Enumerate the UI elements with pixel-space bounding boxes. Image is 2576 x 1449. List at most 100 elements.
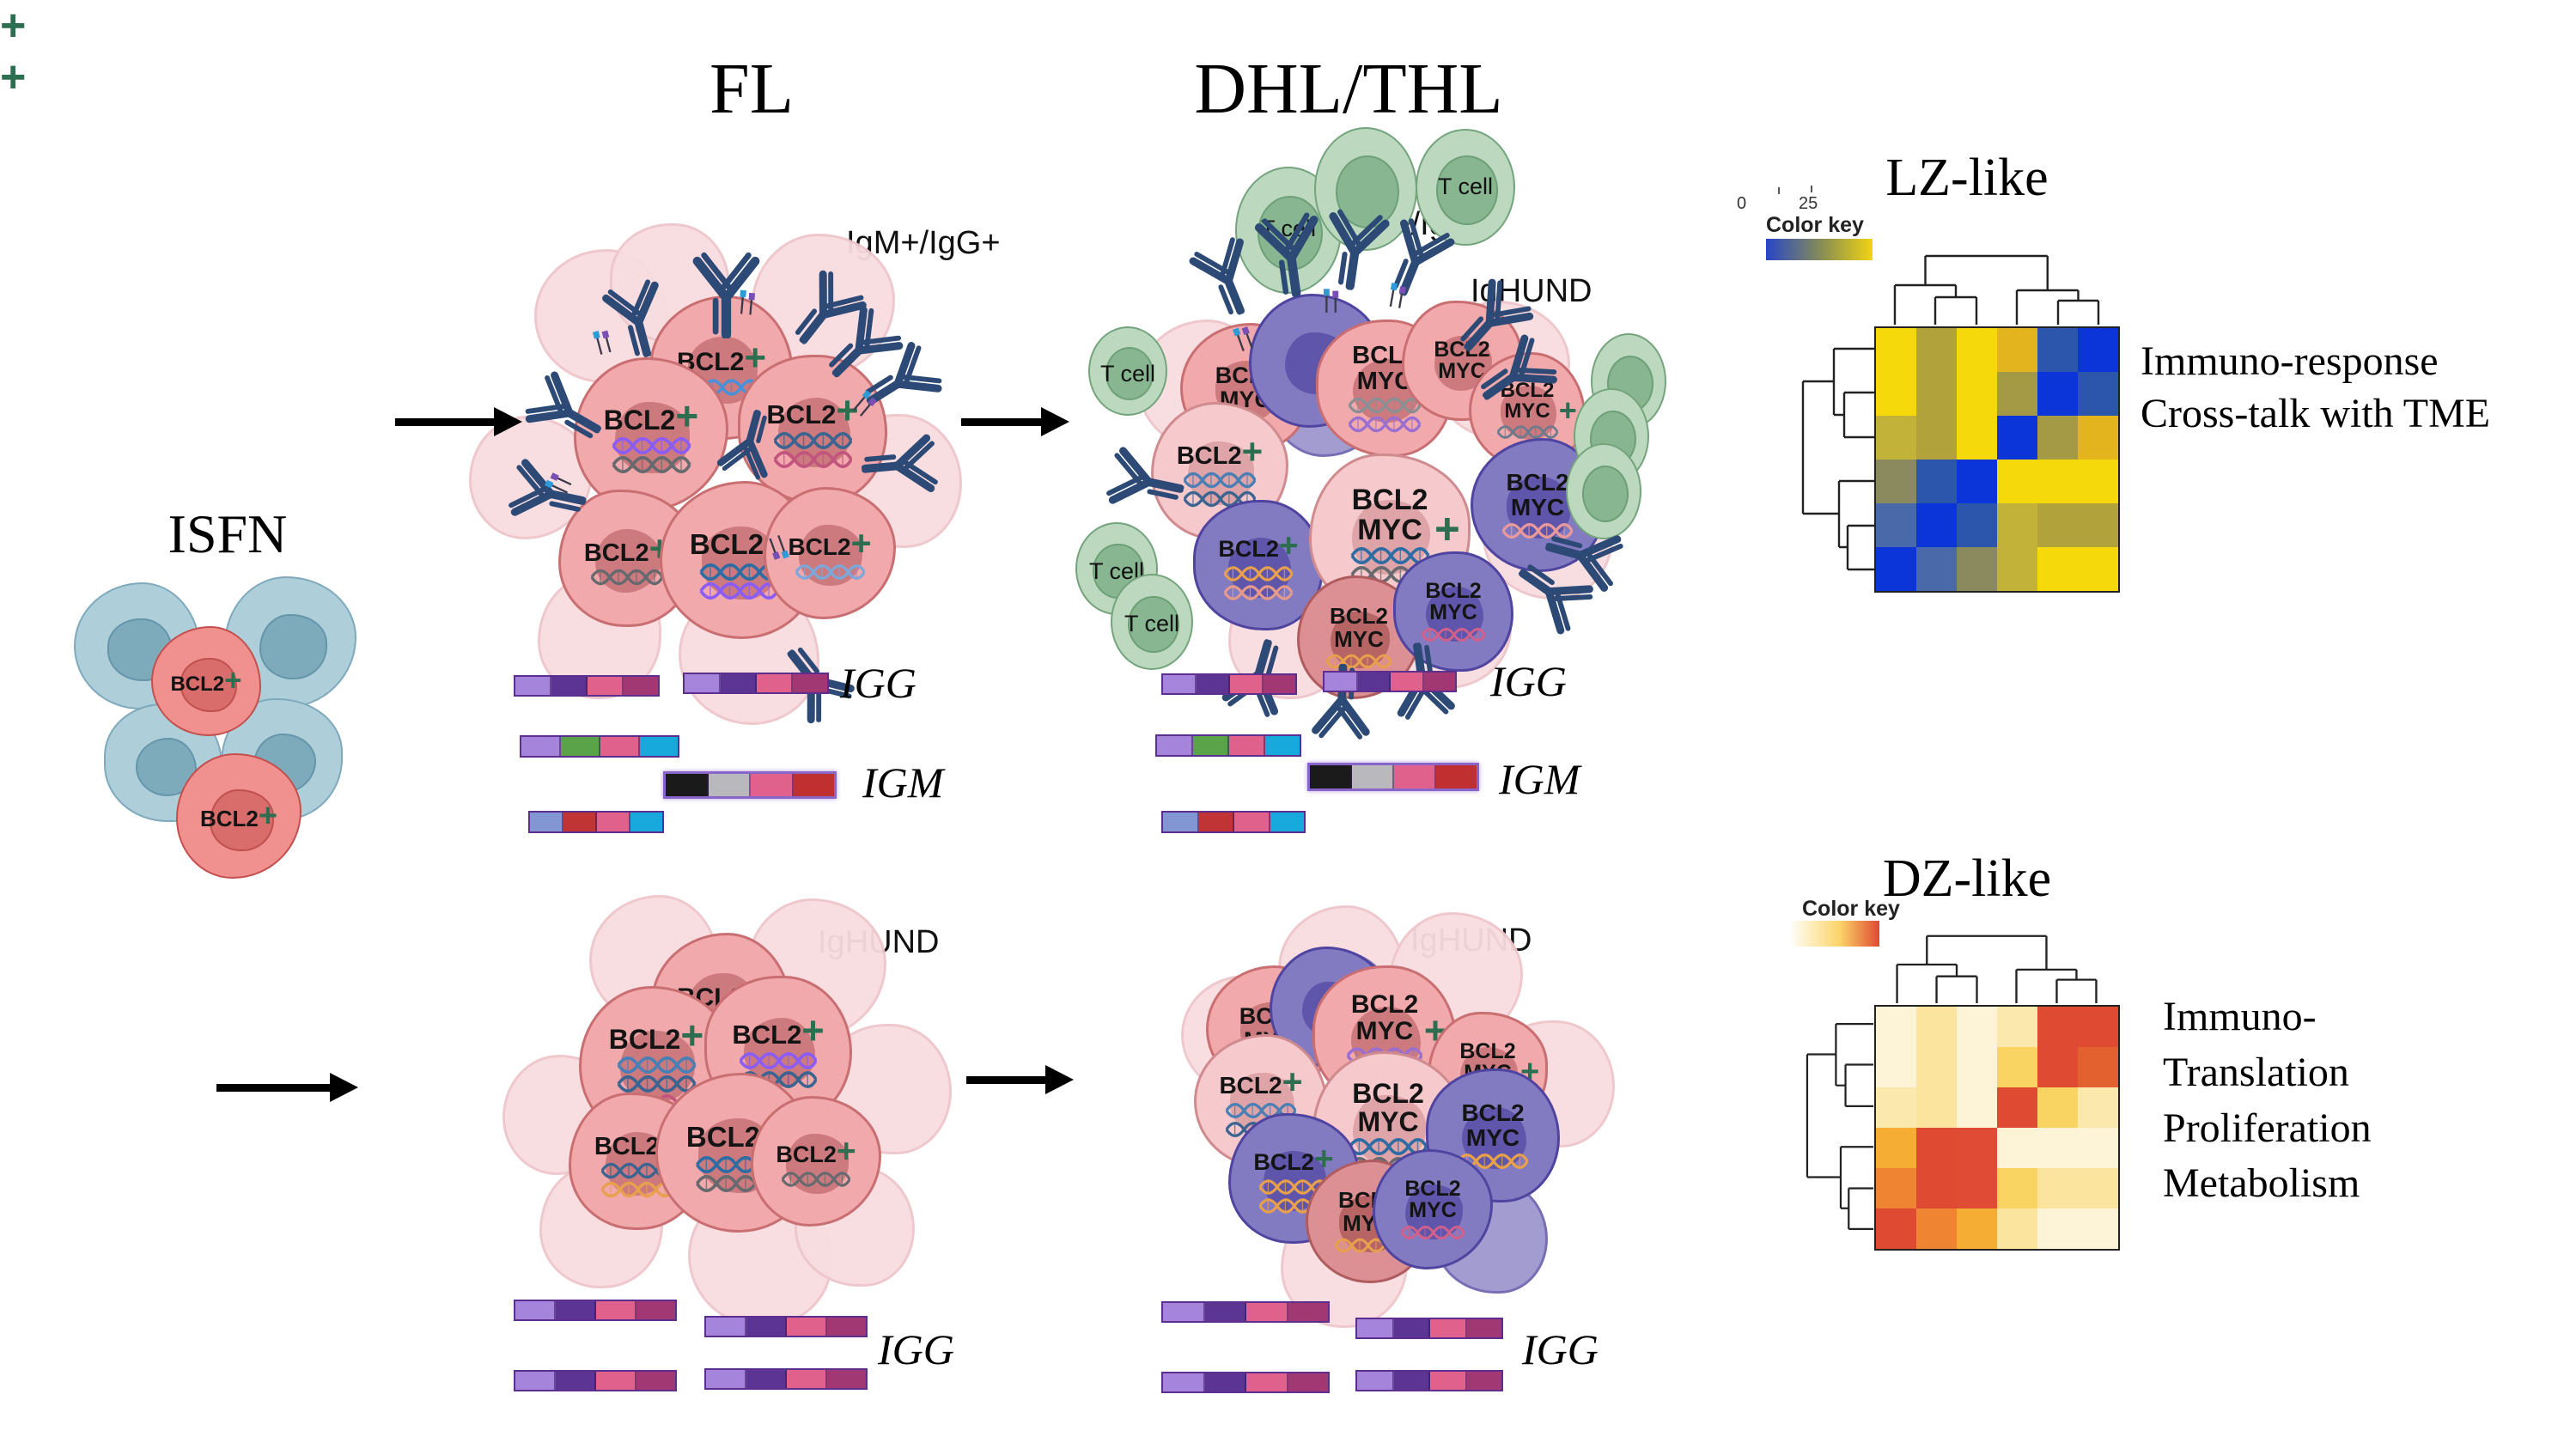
bar-segment (1197, 675, 1230, 693)
dna-helix-icon (794, 564, 866, 580)
cell-content: BCL2+ (153, 628, 259, 734)
tumor-cell: BCL2+ (751, 1096, 881, 1227)
antibody (772, 256, 880, 365)
dna-helix-icon (772, 431, 853, 449)
bar-segment (1357, 1319, 1394, 1337)
gene-segment-bar (704, 1316, 868, 1337)
arrow-head (1045, 1065, 1074, 1094)
bar-segment (706, 1370, 746, 1388)
plus-icon: + (836, 1133, 856, 1171)
heatmap-cell (2078, 1128, 2118, 1168)
plus-icon: + (850, 523, 872, 563)
cell-content: BCL2+ (1154, 405, 1286, 537)
heatmap-cell (1916, 1047, 1957, 1087)
dna-icon-wrap (1348, 546, 1433, 564)
receptor-icon (1228, 321, 1258, 353)
lz-dendrogram-left (1801, 347, 1874, 571)
lz-colorkey-label: Color key (1766, 213, 1864, 237)
gene-label-bcl2: BCL2 (603, 404, 676, 435)
bcr-receptor-icon (1233, 326, 1253, 352)
heatmap-cell (2078, 1168, 2118, 1209)
bar-segment (556, 1372, 596, 1390)
lz-colorkey-tickmark (1811, 186, 1812, 192)
antibody (848, 329, 955, 435)
gene-label: BCL2+ (170, 666, 241, 697)
antibody-icon (509, 459, 587, 516)
bcr-receptor-icon (1389, 283, 1406, 308)
heatmap-cell (1997, 372, 2037, 416)
heatmap-cell (1997, 1209, 2037, 1249)
heatmap-cell (2037, 1168, 2078, 1209)
dna-helix-icon (1325, 654, 1392, 668)
dna-icon-wrap (1325, 653, 1392, 670)
heatmap-cell (1916, 547, 1957, 591)
antibody (1178, 225, 1276, 327)
dna-icon-wrap (697, 582, 781, 600)
bar-segment (666, 774, 709, 796)
heatmap-cell (1916, 1007, 1957, 1047)
bar-segment (827, 1370, 866, 1388)
cell-nucleus (180, 657, 238, 713)
gene-label: BCL2+ (1253, 1142, 1333, 1177)
bar-segment (530, 813, 563, 831)
bar-segment (1357, 673, 1391, 691)
heatmap-cell (1876, 547, 1916, 591)
heatmap-cell (1916, 372, 1957, 416)
gene-label-myc: MYC (1438, 359, 1486, 383)
plus-icon: + (1278, 527, 1299, 565)
arrow-right (216, 1073, 358, 1102)
t-cell: T cell (1088, 326, 1167, 416)
bar-segment (1265, 736, 1300, 755)
gene-label-bcl2: BCL2 (1219, 1072, 1282, 1099)
gene-label-bcl2: BCL2 (1352, 1078, 1424, 1110)
dna-helix-icon (781, 1172, 851, 1187)
gene-label: BCL2+ (603, 395, 698, 436)
t-cell-nucleus (1105, 347, 1154, 400)
gene-segment-bar (663, 771, 837, 799)
title-isfn: ISFN (167, 503, 288, 564)
bar-segment (1246, 1373, 1288, 1391)
arrow-shaft (216, 1084, 332, 1092)
bar-segment (563, 813, 597, 831)
bar-segment (515, 677, 551, 695)
dz-dendrogram-left (1806, 1023, 1874, 1231)
lz-annotation: Immuno-response Cross-talk with TME (2141, 335, 2490, 441)
heatmap-cell (1997, 1087, 2037, 1128)
receptor-icon (734, 288, 759, 315)
arrow-shaft (395, 418, 496, 426)
antibody (1439, 265, 1548, 374)
antibody-icon (602, 279, 659, 358)
gene-segment-bar (1323, 671, 1457, 692)
heatmap-cell (2037, 372, 2078, 416)
receptor-icon (1384, 280, 1410, 309)
dna-helix-icon (1223, 566, 1294, 581)
bar-segment (746, 1370, 787, 1388)
bar-segment (1357, 1372, 1394, 1390)
plus-icon: + (1313, 1141, 1334, 1178)
cell-content: BCL2+ (652, 298, 791, 437)
bcr-receptor-icon (769, 534, 789, 560)
heatmap-cell (2037, 503, 2078, 547)
t-cell-label: T cell (1099, 361, 1156, 387)
gene-label-bcl2: BCL2 (1461, 1099, 1525, 1127)
bar-segment (706, 1318, 746, 1336)
gene-label-bcl2: BCL2 (594, 1132, 660, 1160)
bar-segment (757, 674, 793, 692)
dna-icon-wrap (781, 1171, 851, 1188)
antibody-icon (1460, 278, 1534, 351)
heatmap-cell (2037, 1128, 2078, 1168)
antibody (1463, 321, 1571, 428)
bar-segment (636, 1301, 675, 1319)
dna-helix-icon (1348, 416, 1422, 432)
heatmap-cell (1876, 503, 1916, 547)
bar-segment (1163, 813, 1199, 831)
gene-label-bcl2: BCL2 (608, 1023, 681, 1055)
gene-label-bcl2: BCL2 (1350, 990, 1419, 1020)
dz-heatmap (1874, 1005, 2120, 1251)
dna-icon-wrap (1223, 584, 1294, 601)
antibody-icon (1393, 218, 1455, 296)
